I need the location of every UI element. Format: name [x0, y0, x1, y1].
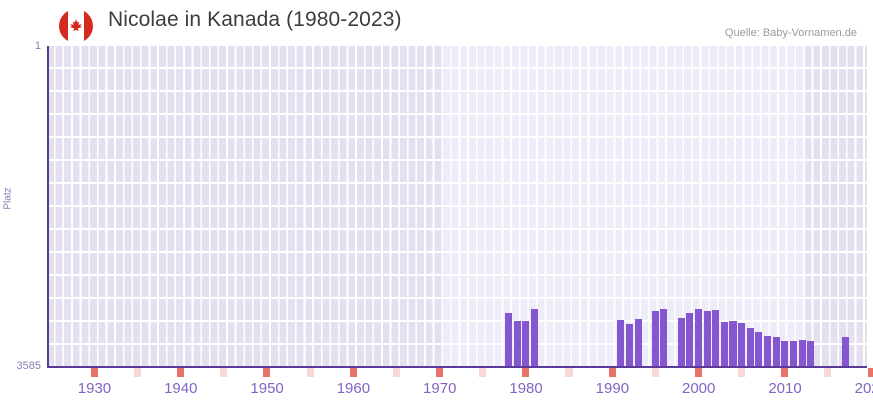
flag-band-left: [59, 9, 68, 43]
bar: [522, 321, 530, 367]
bar: [798, 340, 806, 367]
x-tick-major: [608, 368, 616, 377]
canada-flag-icon: [59, 9, 93, 43]
bar: [789, 341, 797, 367]
x-axis-labels: 1930 1940 1950 1960 1970 1980 1990 2000 2010 2020: [47, 380, 873, 404]
bar: [651, 311, 659, 367]
bar: [712, 310, 720, 367]
bar: [677, 318, 685, 367]
maple-leaf-icon: [70, 18, 82, 32]
x-tick-major: [263, 368, 271, 377]
x-tick-minor: [565, 368, 573, 377]
grid-horizontal: [47, 46, 867, 367]
x-tick-minor: [306, 368, 314, 377]
x-axis-label: 2020: [854, 380, 873, 397]
x-axis-label: 2010: [768, 380, 802, 397]
chart-header: Nicolae in Kanada (1980-2023) Quelle: Ba…: [0, 0, 873, 45]
flag-band-right: [84, 9, 93, 43]
bar: [686, 313, 694, 367]
y-axis-title: Platz: [2, 187, 14, 210]
x-tick-major: [349, 368, 357, 377]
bar: [634, 319, 642, 367]
x-tick-major: [867, 368, 873, 377]
x-tick-major: [781, 368, 789, 377]
plot-area: [47, 46, 867, 367]
x-axis-label: 1950: [250, 380, 284, 397]
x-axis-label: 1930: [77, 380, 112, 397]
x-tick-major: [522, 368, 530, 377]
x-axis-label: 1980: [509, 380, 543, 397]
bar: [530, 309, 538, 367]
page-title: Nicolae in Kanada (1980-2023): [108, 8, 402, 31]
bar: [505, 313, 513, 367]
bar: [625, 324, 633, 367]
x-tick-major: [694, 368, 702, 377]
bar-series: [47, 46, 867, 367]
bar: [746, 328, 754, 367]
x-axis-label: 1970: [423, 380, 457, 397]
x-tick-minor: [479, 368, 487, 377]
bar: [617, 320, 625, 367]
bar: [694, 309, 702, 367]
bar: [738, 323, 746, 367]
x-tick-minor: [392, 368, 400, 377]
x-tick-minor: [220, 368, 228, 377]
source-attribution: Quelle: Baby-Vornamen.de: [724, 27, 857, 39]
y-axis-max-label: 1: [34, 40, 41, 52]
bar: [720, 322, 728, 367]
x-axis-ticks: [47, 368, 873, 377]
bar: [841, 337, 849, 367]
x-axis-label: 1960: [336, 380, 371, 397]
bar: [703, 311, 711, 367]
x-axis-label: 2000: [681, 380, 716, 397]
x-tick-major: [436, 368, 444, 377]
x-tick-major: [90, 368, 98, 377]
bar: [781, 341, 789, 367]
bar: [755, 332, 763, 367]
x-tick-minor: [651, 368, 659, 377]
x-tick-minor: [133, 368, 141, 377]
x-axis-label: 1990: [595, 380, 630, 397]
bar: [660, 309, 668, 367]
bar: [729, 321, 737, 367]
bar: [807, 341, 815, 367]
x-tick-major: [177, 368, 185, 377]
bar: [764, 336, 772, 367]
y-axis-min-label: 3585: [16, 360, 41, 372]
x-tick-minor: [738, 368, 746, 377]
bar: [772, 337, 780, 367]
x-axis-line: [47, 366, 867, 368]
y-axis-line: [47, 46, 49, 368]
bar: [513, 321, 521, 367]
x-axis-label: 1940: [164, 380, 198, 397]
x-tick-minor: [824, 368, 832, 377]
